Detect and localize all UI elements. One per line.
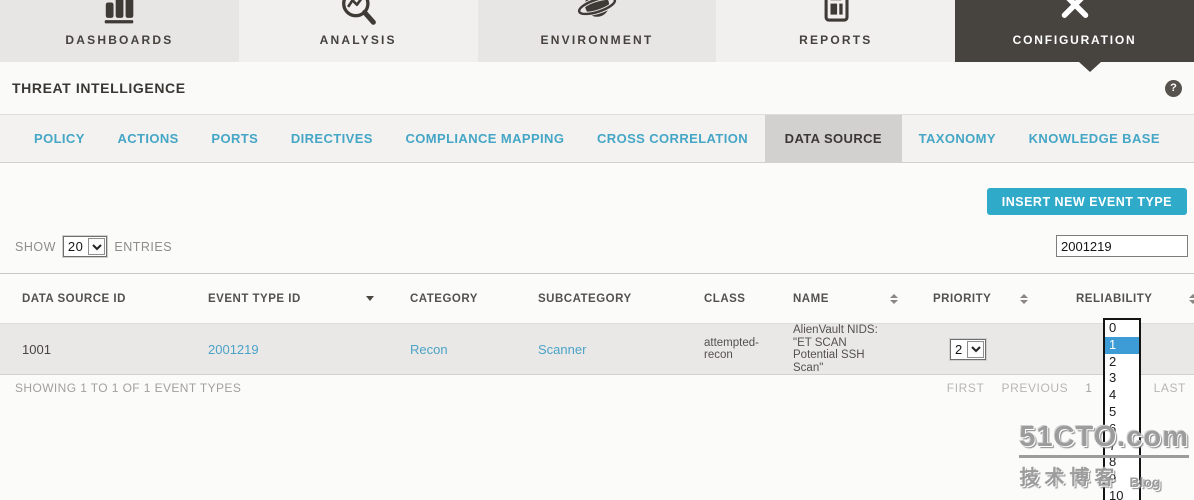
header-reliability[interactable]: RELIABILITY [1038, 293, 1194, 305]
crossed-tools-icon [1061, 0, 1088, 18]
nav-item-configuration[interactable]: CONFIGURATION [955, 0, 1194, 62]
pagination-last[interactable]: LAST [1153, 381, 1186, 395]
top-nav: DASHBOARDS ANALYSIS ENVIRONMENT REPORTS [0, 0, 1194, 62]
tab-taxonomy[interactable]: TAXONOMY [918, 131, 996, 146]
planet-icon [576, 0, 618, 17]
insert-new-event-type-button[interactable]: INSERT NEW EVENT TYPE [986, 188, 1187, 215]
tab-actions[interactable]: ACTIONS [117, 131, 179, 146]
nav-label: ENVIRONMENT [540, 33, 654, 47]
page-head: THREAT INTELLIGENCE ? [0, 62, 1194, 114]
nav-label: ANALYSIS [319, 33, 397, 47]
dropdown-option[interactable]: 9 [1109, 471, 1117, 487]
dropdown-option[interactable]: 10 [1109, 487, 1124, 500]
analysis-magnifier-icon [342, 0, 377, 25]
watermark-title: 51CTO.com [1019, 423, 1189, 458]
table-row: 1001 2001219 Recon Scanner attempted-rec… [0, 323, 1194, 374]
nav-item-reports[interactable]: REPORTS [716, 0, 956, 62]
priority-select[interactable]: 2 [950, 338, 987, 360]
entries-select[interactable]: 20 [62, 236, 108, 257]
dropdown-option[interactable]: 2 [1109, 353, 1117, 369]
watermark: 51CTO.com 技术博客 Blog [1019, 423, 1189, 490]
show-entries-control: SHOW 20 ENTRIES [15, 236, 172, 257]
category-link[interactable]: Recon [410, 341, 448, 357]
priority-select-value: 2 [955, 341, 963, 357]
report-icon [824, 0, 849, 22]
cell-category: Recon [386, 342, 514, 357]
dropdown-option[interactable]: 8 [1109, 454, 1117, 470]
header-priority[interactable]: PRIORITY [933, 292, 992, 305]
table-footer: SHOWING 1 TO 1 OF 1 EVENT TYPES FIRST PR… [0, 374, 1194, 401]
tab-compliance-mapping[interactable]: COMPLIANCE MAPPING [405, 131, 565, 146]
sort-both-icon[interactable] [1189, 293, 1194, 304]
help-icon[interactable]: ? [1165, 79, 1182, 97]
dropdown-option[interactable]: 4 [1109, 387, 1117, 403]
pagination-first[interactable]: FIRST [946, 381, 985, 395]
header-label: RELIABILITY [1076, 292, 1153, 305]
header-name[interactable]: NAME [793, 292, 829, 305]
dropdown-option[interactable]: 7 [1109, 437, 1117, 453]
dropdown-option-selected[interactable]: 1 [1105, 336, 1139, 354]
header-data-source-id[interactable]: DATA SOURCE ID [22, 292, 126, 305]
subcategory-link[interactable]: Scanner [538, 341, 587, 357]
nav-label: CONFIGURATION [1012, 33, 1137, 47]
nav-item-environment[interactable]: ENVIRONMENT [477, 0, 717, 62]
cell-data-source-id: 1001 [22, 341, 51, 357]
sort-both-icon[interactable] [890, 293, 908, 304]
pagination-page-1[interactable]: 1 [1085, 381, 1093, 395]
cell-event-type-id: 2001219 [186, 342, 386, 357]
header-category[interactable]: CATEGORY [410, 292, 478, 305]
nav-item-analysis[interactable]: ANALYSIS [238, 0, 478, 62]
subtab-bar: POLICY ACTIONS PORTS DIRECTIVES COMPLIAN… [0, 114, 1194, 163]
show-label: SHOW [15, 239, 56, 254]
nav-label: DASHBOARDS [65, 33, 174, 47]
entries-label: ENTRIES [114, 239, 173, 254]
pagination: FIRST PREVIOUS 1 LAST [947, 381, 1186, 395]
table-header-row: DATA SOURCE ID EVENT TYPE ID CATEGORY SU… [0, 273, 1194, 323]
pagination-previous[interactable]: PREVIOUS [1001, 381, 1069, 395]
header-event-type-id[interactable]: EVENT TYPE ID [186, 293, 386, 305]
nav-item-dashboards[interactable]: DASHBOARDS [0, 0, 239, 62]
tab-cross-correlation[interactable]: CROSS CORRELATION [597, 131, 749, 146]
header-label: EVENT TYPE ID [208, 292, 301, 305]
header-subcategory[interactable]: SUBCATEGORY [538, 292, 632, 305]
sort-both-icon[interactable] [1020, 293, 1038, 304]
event-types-table: DATA SOURCE ID EVENT TYPE ID CATEGORY SU… [0, 273, 1194, 401]
dropdown-option[interactable]: 6 [1109, 420, 1117, 436]
dropdown-option[interactable]: 3 [1109, 370, 1117, 386]
watermark-subtitle: 技术博客 [1019, 467, 1120, 489]
cell-class: attempted-recon [704, 336, 759, 362]
showing-summary: SHOWING 1 TO 1 OF 1 EVENT TYPES [15, 381, 242, 395]
page-title: THREAT INTELLIGENCE [12, 80, 186, 96]
event-type-id-link[interactable]: 2001219 [208, 341, 259, 357]
tab-data-source[interactable]: DATA SOURCE [764, 115, 902, 162]
chevron-down-icon [88, 238, 106, 255]
tab-policy[interactable]: POLICY [34, 131, 85, 146]
header-class[interactable]: CLASS [704, 292, 746, 305]
cell-priority: 2 [908, 338, 1020, 360]
search-input[interactable] [1056, 235, 1188, 257]
dropdown-option[interactable]: 0 [1109, 320, 1117, 335]
cell-name: AlienVault NIDS: "ET SCAN Potential SSH … [793, 324, 878, 374]
cell-subcategory: Scanner [514, 342, 694, 357]
nav-label: REPORTS [799, 33, 873, 47]
bar-chart-icon [105, 0, 134, 24]
watermark-badge: Blog [1129, 474, 1161, 490]
active-tab-pointer [1079, 62, 1101, 72]
dropdown-option[interactable]: 5 [1109, 403, 1117, 419]
entries-select-value: 20 [67, 239, 84, 254]
reliability-dropdown-list: 0 1 2 3 4 5 6 7 8 9 10 [1103, 318, 1141, 500]
sort-desc-icon[interactable] [366, 296, 374, 301]
content-area: INSERT NEW EVENT TYPE SHOW 20 ENTRIES DA… [0, 164, 1194, 500]
tab-ports[interactable]: PORTS [211, 131, 259, 146]
chevron-down-icon [967, 340, 985, 358]
tab-knowledge-base[interactable]: KNOWLEDGE BASE [1028, 131, 1160, 146]
tab-directives[interactable]: DIRECTIVES [290, 131, 373, 146]
